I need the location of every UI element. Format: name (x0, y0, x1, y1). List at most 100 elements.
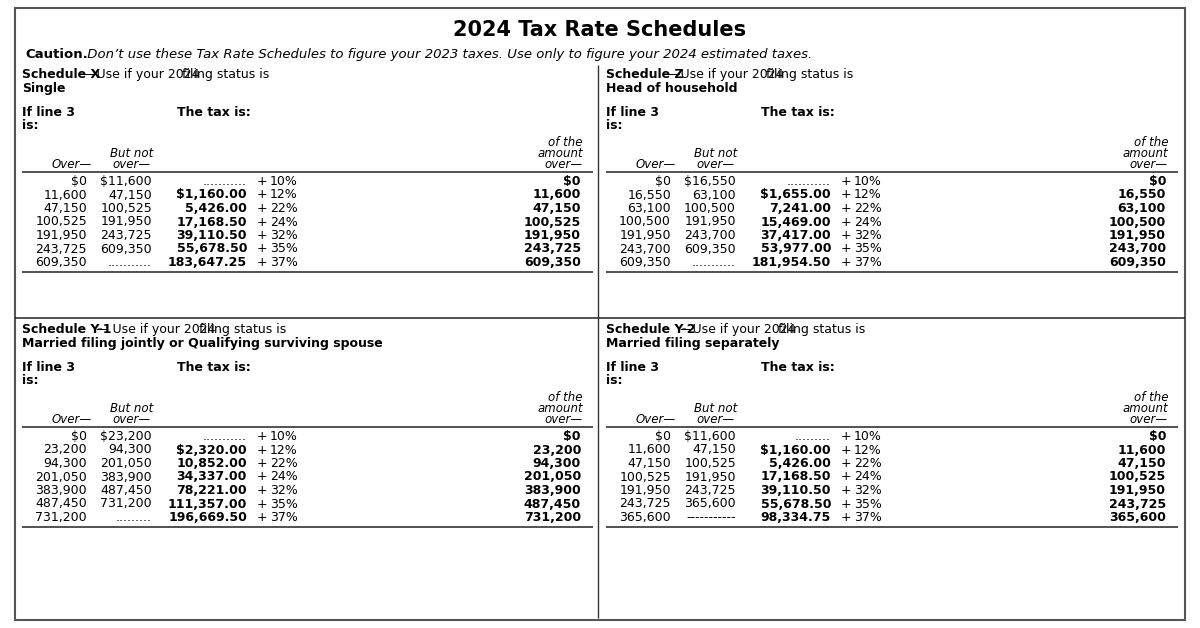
Text: 34,337.00: 34,337.00 (176, 470, 247, 484)
Text: over—: over— (697, 413, 736, 426)
Text: of the: of the (548, 136, 583, 149)
Text: 10,852.00: 10,852.00 (176, 457, 247, 470)
Text: 78,221.00: 78,221.00 (176, 484, 247, 497)
Text: over—: over— (697, 158, 736, 171)
Text: 39,110.50: 39,110.50 (761, 484, 830, 497)
Text: 10%: 10% (270, 430, 298, 443)
Text: 32%: 32% (854, 229, 882, 242)
Text: +: + (841, 202, 851, 215)
Text: 98,334.75: 98,334.75 (761, 511, 830, 524)
Text: Over—: Over— (52, 413, 92, 426)
Text: +: + (257, 457, 268, 470)
Text: 11,600: 11,600 (533, 188, 581, 202)
Text: +: + (257, 229, 268, 242)
Text: 609,350: 609,350 (35, 256, 88, 269)
Text: $16,550: $16,550 (684, 175, 736, 188)
Text: 100,500: 100,500 (684, 202, 736, 215)
Text: +: + (841, 256, 851, 269)
Text: filing status is: filing status is (196, 323, 287, 336)
Text: $0: $0 (71, 175, 88, 188)
Text: 365,600: 365,600 (619, 511, 671, 524)
Text: +: + (841, 430, 851, 443)
Text: The tax is:: The tax is: (761, 106, 835, 119)
Text: +: + (841, 443, 851, 457)
Text: The tax is:: The tax is: (178, 361, 251, 374)
Text: Schedule X: Schedule X (22, 68, 100, 81)
Text: Over—: Over— (636, 413, 676, 426)
Text: ...........: ........... (203, 175, 247, 188)
Text: Single: Single (22, 82, 66, 95)
Text: +: + (841, 497, 851, 511)
Text: +: + (257, 242, 268, 256)
Text: +: + (841, 242, 851, 256)
Text: amount: amount (1122, 402, 1168, 415)
Text: 243,725: 243,725 (1109, 497, 1166, 511)
Text: +: + (257, 215, 268, 229)
Text: 731,200: 731,200 (101, 497, 152, 511)
Text: over—: over— (1130, 158, 1168, 171)
Text: +: + (841, 457, 851, 470)
Text: $23,200: $23,200 (101, 430, 152, 443)
Text: Schedule Y-1: Schedule Y-1 (22, 323, 112, 336)
Text: 100,525: 100,525 (619, 470, 671, 484)
Text: .........: ......... (796, 430, 830, 443)
Text: If line 3: If line 3 (22, 106, 74, 119)
Text: +: + (257, 443, 268, 457)
Text: $1,160.00: $1,160.00 (176, 188, 247, 202)
Text: $2,320.00: $2,320.00 (176, 443, 247, 457)
Text: 191,950: 191,950 (524, 229, 581, 242)
Text: $0: $0 (71, 430, 88, 443)
Text: —Use if your 2024: —Use if your 2024 (668, 68, 784, 81)
Text: 35%: 35% (854, 497, 882, 511)
Text: 94,300: 94,300 (43, 457, 88, 470)
Text: 100,525: 100,525 (1109, 470, 1166, 484)
Text: .........: ......... (116, 511, 152, 524)
Text: 191,950: 191,950 (36, 229, 88, 242)
Text: +: + (841, 484, 851, 497)
Text: 15,469.00: 15,469.00 (761, 215, 830, 229)
Text: 12%: 12% (854, 443, 882, 457)
Text: 32%: 32% (270, 229, 298, 242)
Text: 609,350: 609,350 (684, 242, 736, 256)
Text: 24%: 24% (854, 215, 882, 229)
Text: $0: $0 (564, 430, 581, 443)
Text: +: + (257, 484, 268, 497)
Text: 111,357.00: 111,357.00 (168, 497, 247, 511)
Text: 10%: 10% (854, 175, 882, 188)
Text: 37%: 37% (270, 256, 298, 269)
Text: 17,168.50: 17,168.50 (761, 470, 830, 484)
Text: 487,450: 487,450 (101, 484, 152, 497)
Text: 609,350: 609,350 (1109, 256, 1166, 269)
Text: 12%: 12% (854, 188, 882, 202)
Text: 196,669.50: 196,669.50 (168, 511, 247, 524)
Text: 487,450: 487,450 (35, 497, 88, 511)
Text: 609,350: 609,350 (524, 256, 581, 269)
Text: amount: amount (1122, 147, 1168, 160)
Text: 10%: 10% (270, 175, 298, 188)
Text: $0: $0 (655, 175, 671, 188)
Text: But not: But not (695, 147, 738, 160)
Text: 100,525: 100,525 (684, 457, 736, 470)
Text: The tax is:: The tax is: (178, 106, 251, 119)
Text: Don’t use these Tax Rate Schedules to figure your 2023 taxes. Use only to figure: Don’t use these Tax Rate Schedules to fi… (83, 48, 812, 61)
Text: 16,550: 16,550 (1117, 188, 1166, 202)
Text: 55,678.50: 55,678.50 (176, 242, 247, 256)
Text: If line 3: If line 3 (22, 361, 74, 374)
Text: 100,525: 100,525 (35, 215, 88, 229)
Text: 39,110.50: 39,110.50 (176, 229, 247, 242)
Text: 201,050: 201,050 (101, 457, 152, 470)
Text: 63,100: 63,100 (628, 202, 671, 215)
Text: ...........: ........... (108, 256, 152, 269)
Text: 23,200: 23,200 (533, 443, 581, 457)
Text: 243,700: 243,700 (684, 229, 736, 242)
Text: 47,150: 47,150 (533, 202, 581, 215)
Text: 32%: 32% (270, 484, 298, 497)
Text: 609,350: 609,350 (619, 256, 671, 269)
Text: 32%: 32% (854, 484, 882, 497)
Text: 191,950: 191,950 (1109, 484, 1166, 497)
Text: 731,200: 731,200 (35, 511, 88, 524)
Text: +: + (257, 188, 268, 202)
Text: over—: over— (545, 158, 583, 171)
Text: 47,150: 47,150 (108, 188, 152, 202)
Text: $0: $0 (564, 175, 581, 188)
